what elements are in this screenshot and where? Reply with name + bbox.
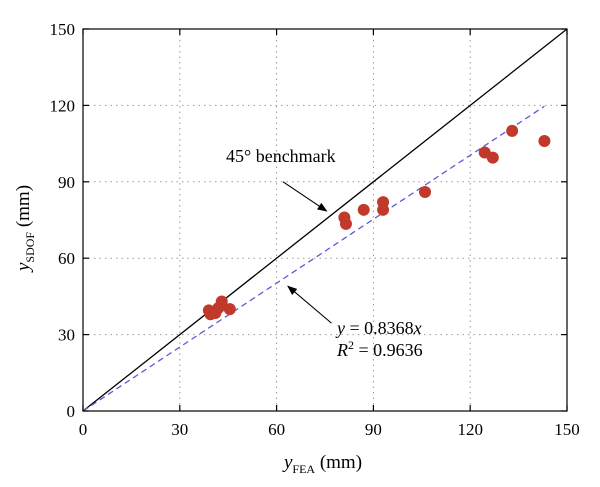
x-tick-label: 120 (457, 420, 483, 439)
fit-line (82, 105, 545, 412)
x-tick-label: 60 (268, 420, 285, 439)
benchmark-label: 45° benchmark (226, 146, 336, 166)
fit-r2-label: R2 = 0.9636 (336, 338, 423, 360)
x-tick-label: 90 (365, 420, 382, 439)
plot-frame (82, 28, 568, 412)
data-point (377, 203, 390, 216)
data-point (486, 151, 499, 164)
points-layer (202, 124, 551, 321)
x-tick-label: 30 (171, 420, 188, 439)
lines-layer (82, 28, 568, 412)
grid (83, 29, 567, 411)
data-point (419, 185, 432, 198)
data-point (339, 217, 352, 230)
y-tick-label: 120 (50, 96, 76, 115)
data-point (223, 303, 236, 316)
data-point (506, 124, 519, 137)
data-point (538, 135, 551, 148)
y-tick-label: 30 (58, 326, 75, 345)
fit-arrow (287, 285, 332, 324)
annotations-layer (282, 181, 332, 324)
benchmark-arrow (282, 181, 328, 212)
benchmark-line (82, 28, 568, 412)
ticks-layer: 0 30 60 90 120 150 0 30 60 90 120 150 (50, 20, 580, 439)
x-tick-label: 150 (554, 420, 580, 439)
y-tick-label: 0 (67, 402, 76, 421)
fit-equation-label: y = 0.8368x (335, 318, 422, 338)
data-point (357, 203, 370, 216)
x-axis-label: yFEA (mm) (282, 452, 362, 476)
y-tick-label: 90 (58, 173, 75, 192)
y-tick-label: 150 (50, 20, 76, 39)
y-tick-label: 60 (58, 249, 75, 268)
y-axis-label: ySDOF (mm) (13, 185, 37, 273)
x-tick-label: 0 (79, 420, 88, 439)
data-point (215, 295, 228, 308)
